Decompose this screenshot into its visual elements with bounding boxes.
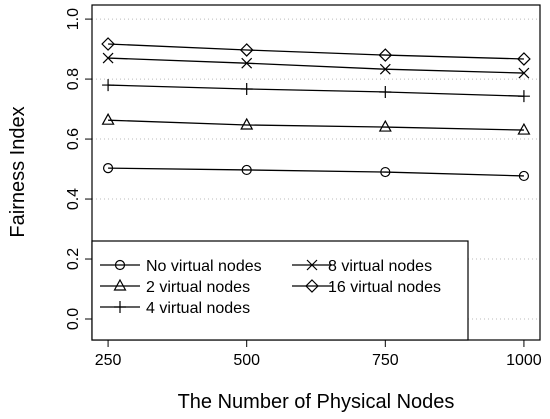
y-tick-label: 0.2 [65,248,82,270]
marker [101,112,115,125]
marker [240,82,253,95]
x-tick-label: 750 [372,352,399,369]
series-line [108,57,524,74]
legend-label: 2 virtual nodes [146,279,250,296]
series-line [108,84,524,97]
legend-marker [306,259,318,271]
series-line [108,167,524,177]
x-tick-label: 500 [233,352,260,369]
y-axis-label: Fairness Index [7,106,29,237]
legend-box [91,240,469,341]
legend-label: 4 virtual nodes [146,300,250,317]
y-tick-label: 0.8 [65,68,82,90]
x-axis-label: The Number of Physical Nodes [178,391,455,413]
marker [240,117,254,130]
legend-label: 16 virtual nodes [328,279,441,296]
y-tick-label: 0.4 [65,188,82,210]
marker [518,170,530,182]
marker [517,90,530,103]
marker [101,37,115,51]
marker [378,48,393,62]
marker [517,122,531,135]
y-tick-label: 1.0 [65,8,82,30]
legend-marker [113,278,127,291]
marker [380,166,391,178]
y-tick-label: 0.6 [65,128,82,150]
legend-marker [305,279,319,293]
marker [102,52,114,64]
legend-label: 8 virtual nodes [328,258,432,275]
x-tick-label: 250 [95,352,122,369]
legend-label: No virtual nodes [146,258,262,275]
marker [379,85,392,98]
marker [378,119,392,132]
legend-marker [114,259,126,271]
x-tick-label: 1000 [506,352,542,369]
marker [517,52,531,66]
series-line [108,43,524,60]
marker [379,63,391,75]
marker [102,163,114,174]
marker [239,43,254,57]
marker [241,57,253,69]
legend: No virtual nodes 2 virtual nodes 4 virtual… [91,240,469,341]
series-line [108,119,524,131]
marker [102,79,115,92]
y-tick-label: 0.0 [65,308,82,330]
legend-marker [114,301,126,313]
marker [241,164,252,176]
marker [518,67,530,79]
